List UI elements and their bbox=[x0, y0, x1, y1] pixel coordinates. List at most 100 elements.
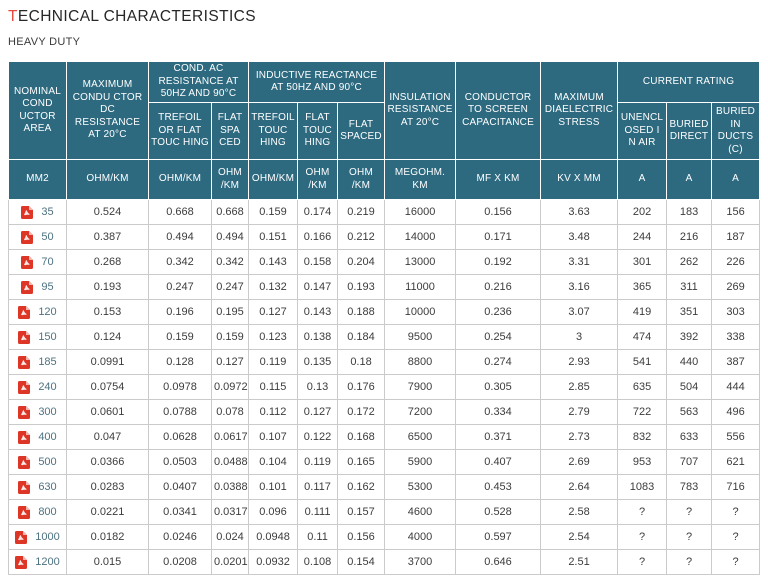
cell: 3 bbox=[540, 324, 619, 350]
cell: 0.0617 bbox=[210, 424, 250, 450]
cell: 0.212 bbox=[337, 224, 386, 250]
table-row-500: 500 0.0366 0.0503 0.0488 0.104 0.119 0.165 5900… bbox=[8, 449, 761, 475]
area-wrap: 35 bbox=[13, 205, 62, 219]
table-row-120: 120 0.153 0.196 0.195 0.127 0.143 0.188 10000 0.… bbox=[8, 299, 761, 325]
column-subheader-unencl-osed-i-n-air: UNENCL OSED I N AIR bbox=[617, 102, 668, 160]
unit-cell: KV X MM bbox=[540, 159, 619, 200]
cell: 3700 bbox=[384, 549, 457, 575]
cell: 187 bbox=[711, 224, 761, 250]
cell: 0.119 bbox=[248, 349, 299, 375]
cell: 563 bbox=[666, 399, 713, 425]
cell: 0.151 bbox=[248, 224, 299, 250]
pdf-file-icon[interactable] bbox=[18, 430, 31, 444]
pdf-file-icon[interactable] bbox=[18, 330, 31, 344]
cell: 6500 bbox=[384, 424, 457, 450]
cell: 0.247 bbox=[148, 274, 212, 300]
cell: 953 bbox=[617, 449, 668, 475]
cell: 0.132 bbox=[248, 274, 299, 300]
cell: 0.168 bbox=[337, 424, 386, 450]
area-value: 300 bbox=[38, 406, 57, 418]
cell: 0.154 bbox=[337, 549, 386, 575]
cell: 0.193 bbox=[337, 274, 386, 300]
cell: 4000 bbox=[384, 524, 457, 550]
column-header-inductive-reactance-at-50hz-an: INDUCTIVE REACTANCE AT 50HZ AND 90°C bbox=[248, 61, 386, 103]
cell: 0.0283 bbox=[66, 474, 149, 500]
area-cell: 300 bbox=[8, 399, 67, 425]
cell: 0.135 bbox=[297, 349, 339, 375]
pdf-file-icon[interactable] bbox=[15, 530, 28, 544]
area-wrap: 300 bbox=[13, 405, 62, 419]
column-subheader-buried-direct: BURIED DIRECT bbox=[666, 102, 713, 160]
area-value: 35 bbox=[41, 206, 54, 218]
cell: 0.111 bbox=[297, 499, 339, 525]
cell: 1083 bbox=[617, 474, 668, 500]
cell: 0.159 bbox=[248, 199, 299, 225]
area-cell: 630 bbox=[8, 474, 67, 500]
cell: 0.192 bbox=[455, 249, 542, 275]
cell: 541 bbox=[617, 349, 668, 375]
cell: 474 bbox=[617, 324, 668, 350]
cell: 0.387 bbox=[66, 224, 149, 250]
pdf-file-icon[interactable] bbox=[15, 555, 28, 569]
cell: 0.127 bbox=[297, 399, 339, 425]
cell: 303 bbox=[711, 299, 761, 325]
table-row-50: 50 0.387 0.494 0.494 0.151 0.166 0.212 14000 0.1… bbox=[8, 224, 761, 250]
cell: 635 bbox=[617, 374, 668, 400]
cell: 0.159 bbox=[210, 324, 250, 350]
column-header-insulation-resistance-at-20-c: INSULATION RESISTANCE AT 20°C bbox=[384, 61, 457, 160]
cell: 0.156 bbox=[455, 199, 542, 225]
cell: 4600 bbox=[384, 499, 457, 525]
cell: 0.494 bbox=[210, 224, 250, 250]
cell: 2.69 bbox=[540, 449, 619, 475]
pdf-file-icon[interactable] bbox=[18, 480, 31, 494]
cell: 11000 bbox=[384, 274, 457, 300]
pdf-file-icon[interactable] bbox=[18, 505, 31, 519]
column-subheader-flat-spa-ced: FLAT SPA CED bbox=[210, 102, 250, 160]
cell: 0.597 bbox=[455, 524, 542, 550]
cell: 0.122 bbox=[297, 424, 339, 450]
area-wrap: 400 bbox=[13, 430, 62, 444]
cell: 0.188 bbox=[337, 299, 386, 325]
unit-cell: OHM/KM bbox=[248, 159, 299, 200]
cell: 0.112 bbox=[248, 399, 299, 425]
pdf-file-icon[interactable] bbox=[21, 280, 34, 294]
cell: 0.371 bbox=[455, 424, 542, 450]
cell: 0.0754 bbox=[66, 374, 149, 400]
pdf-file-icon[interactable] bbox=[18, 455, 31, 469]
cell: 2.64 bbox=[540, 474, 619, 500]
unit-cell: OHM/KM bbox=[148, 159, 212, 200]
pdf-file-icon[interactable] bbox=[21, 205, 34, 219]
cell: 0.0182 bbox=[66, 524, 149, 550]
pdf-file-icon[interactable] bbox=[18, 405, 31, 419]
area-value: 630 bbox=[38, 481, 57, 493]
pdf-file-icon[interactable] bbox=[18, 355, 31, 369]
area-cell: 185 bbox=[8, 349, 67, 375]
table-row-95: 95 0.193 0.247 0.247 0.132 0.147 0.193 11000 0.2… bbox=[8, 274, 761, 300]
table-row-240: 240 0.0754 0.0978 0.0972 0.115 0.13 0.176 7900 0… bbox=[8, 374, 761, 400]
cell: 0.0948 bbox=[248, 524, 299, 550]
area-cell: 500 bbox=[8, 449, 67, 475]
pdf-file-icon[interactable] bbox=[21, 230, 34, 244]
cell: 504 bbox=[666, 374, 713, 400]
cell: 7200 bbox=[384, 399, 457, 425]
area-wrap: 500 bbox=[13, 455, 62, 469]
cell: 0.153 bbox=[66, 299, 149, 325]
header-group-row: NOMINAL COND UCTOR AREA MAXIMUM CONDU CTO… bbox=[8, 61, 761, 160]
cell: 0.494 bbox=[148, 224, 212, 250]
pdf-file-icon[interactable] bbox=[18, 305, 31, 319]
technical-characteristics-table: NOMINAL COND UCTOR AREA MAXIMUM CONDU CTO… bbox=[8, 61, 761, 575]
area-wrap: 95 bbox=[13, 280, 62, 294]
cell: 0.107 bbox=[248, 424, 299, 450]
area-value: 240 bbox=[38, 381, 57, 393]
cell: 0.147 bbox=[297, 274, 339, 300]
pdf-file-icon[interactable] bbox=[21, 255, 34, 269]
cell: 269 bbox=[711, 274, 761, 300]
area-wrap: 630 bbox=[13, 480, 62, 494]
pdf-file-icon[interactable] bbox=[18, 380, 31, 394]
cell: 8800 bbox=[384, 349, 457, 375]
cell: 202 bbox=[617, 199, 668, 225]
cell: 0.196 bbox=[148, 299, 212, 325]
area-value: 95 bbox=[41, 281, 54, 293]
cell: 0.0628 bbox=[148, 424, 212, 450]
table-row-630: 630 0.0283 0.0407 0.0388 0.101 0.117 0.162 5300… bbox=[8, 474, 761, 500]
